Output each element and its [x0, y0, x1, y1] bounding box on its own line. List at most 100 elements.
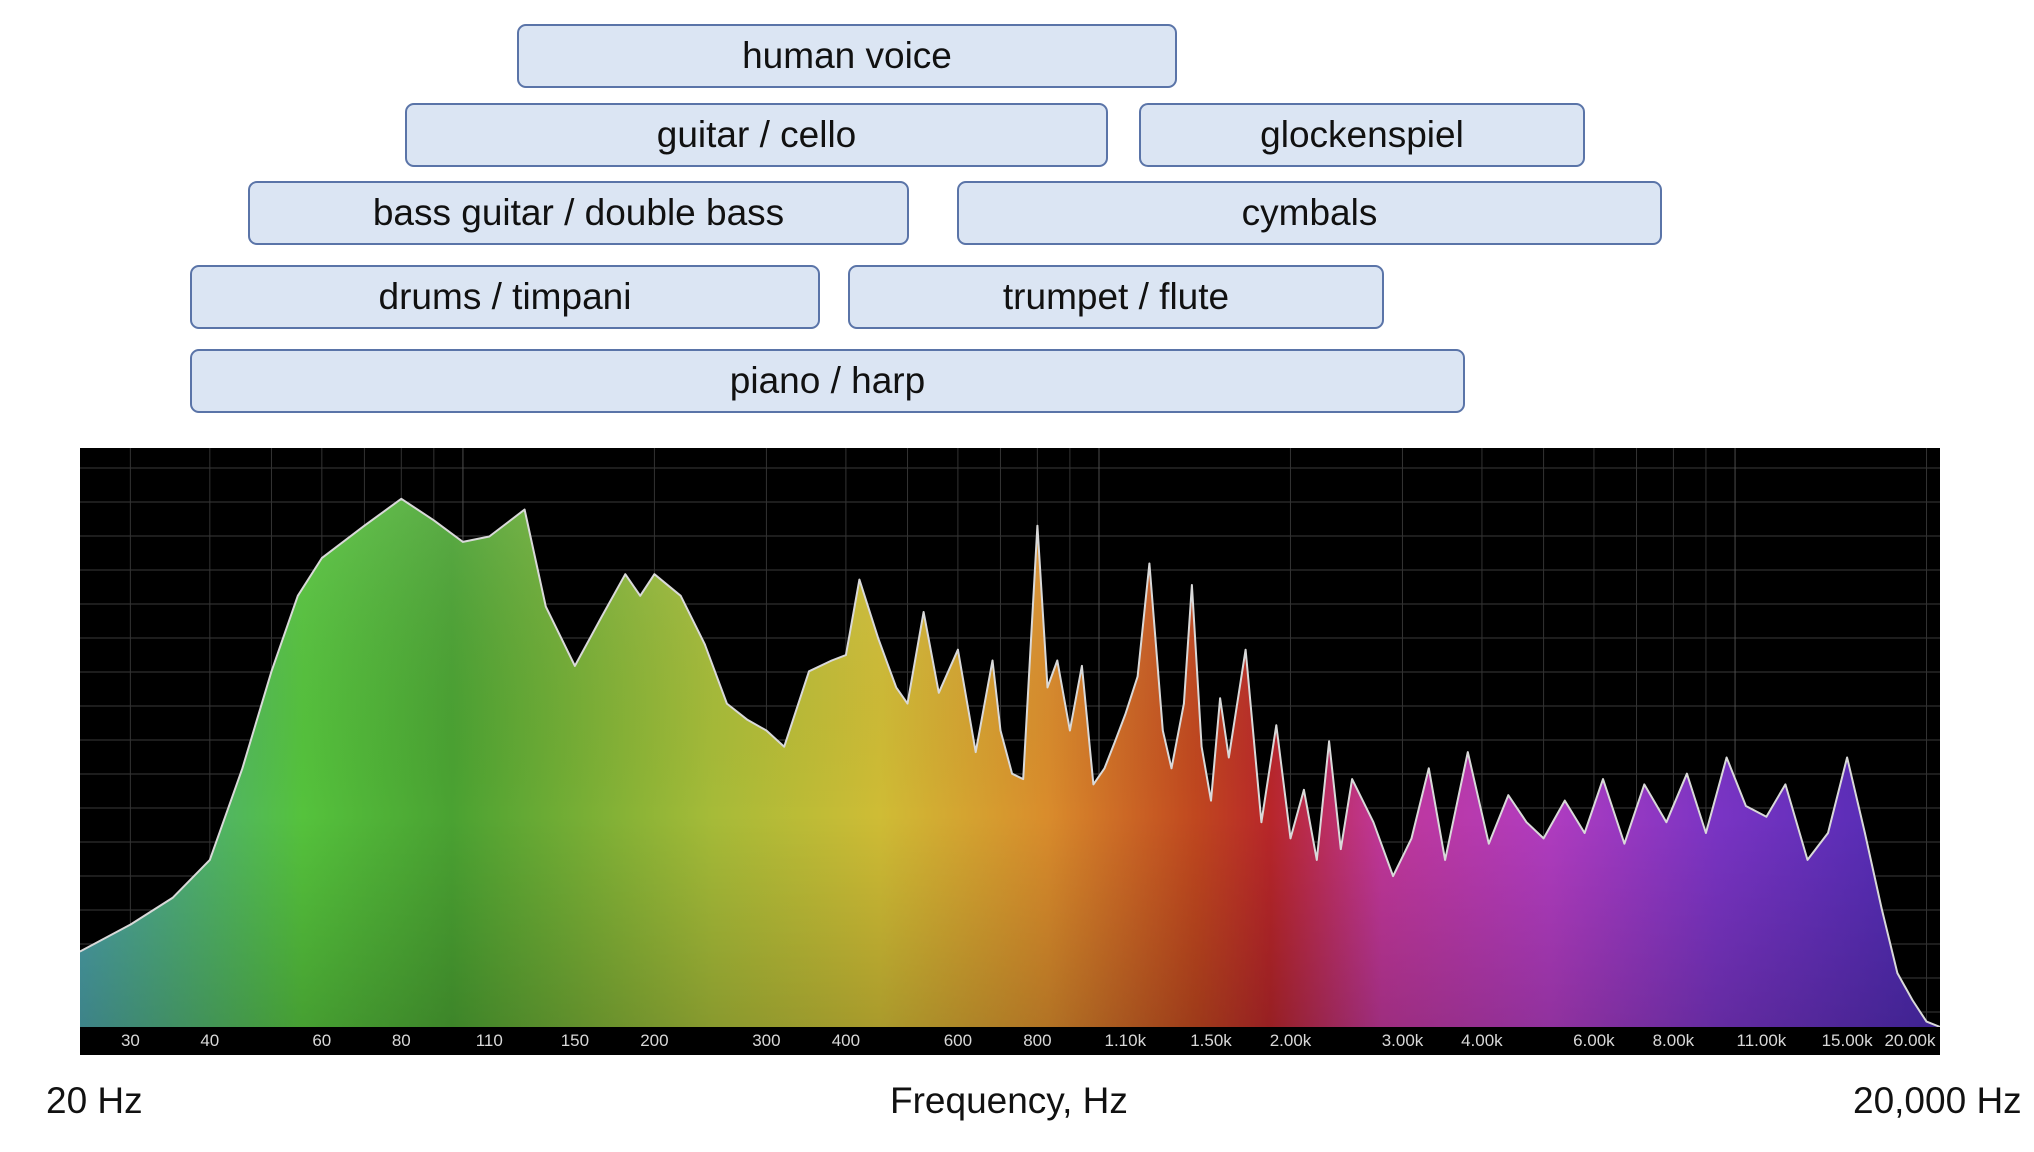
spectrum-point-5 — [270, 670, 273, 673]
spectrum-point-43 — [1056, 659, 1059, 662]
spectrum-point-4 — [241, 767, 244, 770]
spectrum-point-42 — [1046, 686, 1049, 689]
spectrum-area — [80, 497, 1940, 1028]
spectrum-point-65 — [1316, 859, 1318, 861]
spectrum-point-46 — [1092, 783, 1095, 786]
spectrum-point-51 — [1148, 562, 1151, 565]
spectrum-point-84 — [1665, 821, 1668, 823]
range-label-trumpet-flute: trumpet / flute — [848, 265, 1384, 329]
x-tick-label-4: 110 — [476, 1031, 503, 1050]
spectrum-point-11 — [462, 541, 464, 543]
x-tick-label-20: 20.00k — [1884, 1031, 1936, 1050]
spectrum-point-52 — [1162, 729, 1164, 732]
spectrum-point-80 — [1583, 832, 1586, 834]
spectrum-point-20 — [679, 595, 682, 597]
spectrum-point-12 — [488, 535, 491, 538]
x-tick-label-19: 15.00k — [1822, 1031, 1874, 1050]
spectrum-point-67 — [1340, 848, 1342, 850]
spectrum-point-97 — [1911, 999, 1914, 1001]
spectrum-point-33 — [922, 611, 925, 613]
x-tick-label-1: 40 — [200, 1031, 219, 1050]
range-label-glockenspiel: glockenspiel — [1139, 103, 1585, 167]
spectrum-point-47 — [1103, 767, 1106, 770]
spectrum-point-10 — [433, 519, 435, 522]
spectrum-point-86 — [1705, 832, 1707, 834]
x-tick-label-6: 200 — [640, 1031, 668, 1050]
x-tick-label-5: 150 — [561, 1031, 589, 1050]
spectrum-point-16 — [600, 616, 603, 619]
spectrum-point-39 — [1011, 772, 1013, 775]
spectrum-point-56 — [1200, 745, 1203, 748]
spectrum-point-24 — [765, 729, 768, 732]
spectrum-point-36 — [974, 751, 977, 753]
spectrum-point-92 — [1827, 832, 1829, 834]
spectrum-point-61 — [1260, 821, 1263, 823]
spectrum-point-31 — [895, 686, 897, 689]
spectrum-point-50 — [1136, 675, 1139, 678]
spectrum-point-64 — [1303, 789, 1305, 791]
x-axis-min-label: 20 Hz — [46, 1080, 143, 1121]
x-tick-label-10: 800 — [1023, 1031, 1051, 1050]
spectrum-point-19 — [653, 573, 656, 575]
spectrum-point-30 — [877, 638, 880, 640]
spectrum-point-7 — [321, 557, 323, 559]
spectrum-point-81 — [1602, 778, 1604, 780]
spectrum-point-68 — [1351, 778, 1353, 780]
spectrum-point-21 — [704, 643, 706, 646]
spectrum-point-48 — [1114, 740, 1116, 743]
spectrum-point-38 — [999, 729, 1002, 732]
spectrum-point-2 — [172, 896, 174, 899]
spectrum-point-57 — [1210, 799, 1212, 802]
spectrum-point-34 — [938, 692, 940, 694]
spectrum-point-63 — [1289, 837, 1292, 840]
spectrum-point-27 — [830, 659, 833, 662]
spectrum-point-6 — [297, 595, 299, 597]
spectrum-point-74 — [1467, 751, 1469, 753]
spectrum-point-17 — [624, 573, 627, 575]
x-axis-max-label: 20,000 Hz — [1853, 1080, 2022, 1121]
x-tick-label-14: 3.00k — [1382, 1031, 1424, 1050]
spectrum-point-40 — [1022, 778, 1024, 780]
spectrum-point-3 — [209, 859, 211, 861]
spectrum-point-58 — [1219, 697, 1221, 699]
spectrum-point-41 — [1036, 524, 1039, 527]
x-tick-label-7: 300 — [752, 1031, 780, 1050]
spectrum-point-90 — [1784, 783, 1787, 786]
spectrum-point-95 — [1880, 907, 1883, 910]
spectrum-point-91 — [1806, 859, 1809, 861]
range-label-human-voice: human voice — [517, 24, 1177, 88]
spectrum-point-25 — [783, 745, 785, 748]
x-tick-label-16: 6.00k — [1573, 1031, 1615, 1050]
spectrum-point-49 — [1124, 713, 1127, 716]
spectrum-point-44 — [1069, 729, 1071, 732]
x-tick-label-2: 60 — [312, 1031, 331, 1050]
spectrum-point-88 — [1745, 805, 1747, 807]
range-label-drums-timpani: drums / timpani — [190, 265, 820, 329]
spectrum-point-79 — [1564, 799, 1566, 802]
spectrum-point-9 — [400, 498, 403, 500]
spectrum-point-93 — [1846, 756, 1848, 759]
spectrum-point-76 — [1507, 794, 1510, 796]
spectrum-point-75 — [1488, 842, 1490, 845]
spectrum-point-85 — [1686, 772, 1688, 775]
spectrum-point-72 — [1428, 767, 1430, 770]
spectrum-point-35 — [957, 648, 959, 651]
range-label-bass-guitar-double-bass: bass guitar / double bass — [248, 181, 909, 245]
spectrum-point-71 — [1410, 837, 1413, 840]
spectrum-point-54 — [1183, 702, 1185, 705]
spectrum-point-62 — [1275, 724, 1278, 726]
spectrum-point-14 — [545, 605, 547, 608]
spectrum-point-96 — [1896, 972, 1899, 974]
range-label-cymbals: cymbals — [957, 181, 1662, 245]
spectrum-outline-0 — [80, 497, 1940, 1028]
x-tick-label-18: 11.00k — [1737, 1031, 1787, 1050]
spectrum-point-55 — [1191, 584, 1193, 586]
x-tick-label-17: 8.00k — [1653, 1031, 1695, 1050]
x-tick-label-8: 400 — [832, 1031, 860, 1050]
spectrum-point-32 — [906, 702, 909, 705]
x-axis-title: Frequency, Hz — [890, 1080, 1128, 1121]
spectrum-point-45 — [1081, 665, 1083, 667]
spectrum-point-53 — [1170, 767, 1173, 770]
x-tick-label-11: 1.10k — [1105, 1031, 1147, 1050]
